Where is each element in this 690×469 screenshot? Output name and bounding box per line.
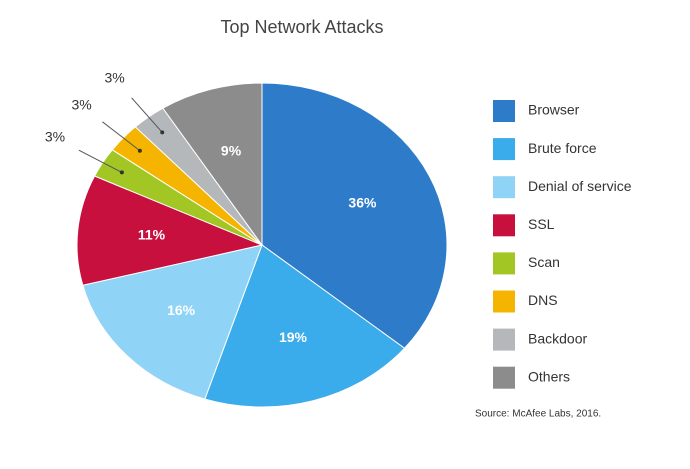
legend-label: Denial of service [528,178,632,194]
chart-title: Top Network Attacks [220,17,383,37]
pie-slice [162,82,263,247]
pie-slice [82,244,263,400]
legend-label: SSL [528,216,555,232]
slice-label: 11% [138,227,166,243]
leader-line [78,149,123,173]
legend-swatch [493,100,515,122]
legend-label: Scan [528,254,560,270]
slice-label: 3% [104,69,124,85]
slice-label: 3% [71,96,91,112]
legend-label: Others [528,368,570,384]
slice-label: 16% [167,302,196,318]
legend-label: Browser [528,102,580,118]
source-note: Source: McAfee Labs, 2016. [475,409,601,420]
slice-label: 9% [221,142,242,158]
legend-swatch [493,214,515,237]
legend-swatch [493,290,515,313]
leader-line [102,121,141,152]
legend-swatch [493,252,515,275]
legend-label: Brute force [528,140,597,156]
legend-swatch [493,366,515,389]
pie-slice [76,175,264,286]
legend-swatch [493,176,515,199]
slice-label: 36% [348,194,377,210]
leader-dot [137,148,142,153]
slice-label: 19% [279,329,308,345]
legend-swatch [493,328,515,351]
legend-label: DNS [528,292,558,308]
pie-slice [261,82,448,349]
pie-slice [204,244,406,408]
slice-label: 3% [45,128,65,144]
leader-line [131,97,163,133]
leader-dot [160,130,165,135]
leader-dot [119,170,124,175]
legend-swatch [493,138,515,161]
legend-label: Backdoor [528,330,587,346]
